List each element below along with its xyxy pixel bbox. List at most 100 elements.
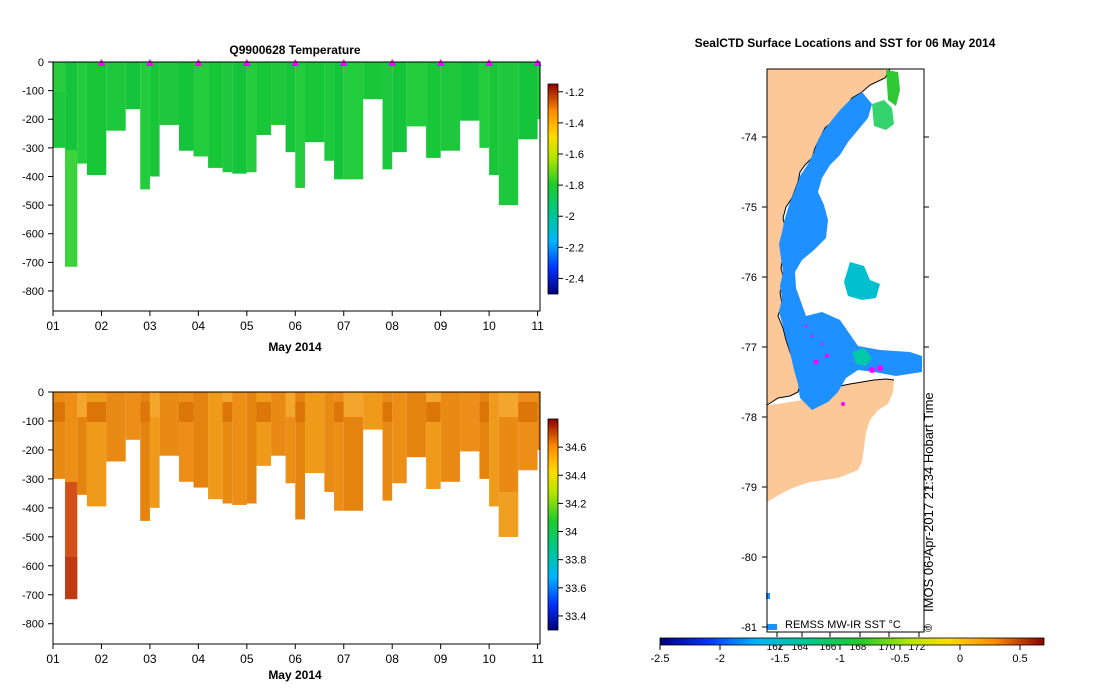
lat-tick-label: -80 [741, 552, 757, 564]
imos-credit: IMOS 06-Apr-2017 21:34 Hobart Time [921, 392, 936, 612]
profile-column [159, 62, 179, 125]
salinity-panel: 01 02 03 04 05 06 07 08 09 10 11 0 -100 -200 -300 -400… [22, 387, 586, 682]
x-tick-label: 04 [192, 319, 206, 333]
sst-colorbar-tick-label: -0.5 [891, 653, 910, 665]
y-tick-label: -300 [22, 143, 44, 155]
profile-column-segment [65, 557, 78, 600]
map-frame [766, 68, 925, 633]
profile-column-segment [343, 392, 364, 417]
sst-colorbar [659, 637, 1045, 646]
profile-column [246, 392, 257, 504]
seal-location-marker [804, 324, 808, 328]
lon-tick-label: 166° [820, 642, 841, 653]
seal-location-marker [869, 367, 875, 373]
sst-colorbar-tick-label: -2.5 [651, 653, 670, 665]
lat-tick-label: -78 [741, 412, 757, 424]
profile-column [518, 62, 538, 140]
x-tick-label: 01 [46, 319, 60, 333]
x-tick-label: 11 [531, 319, 544, 333]
x-tick-label: 03 [143, 652, 157, 666]
sst-colorbar-tick-label: 0.5 [1012, 653, 1027, 665]
x-tick-label: 10 [482, 319, 496, 333]
profile-column [392, 392, 407, 484]
temperature-x-label: May 2014 [268, 340, 322, 354]
profile-column [159, 392, 179, 456]
y-tick-label: -200 [22, 114, 44, 126]
profile-column-segment [498, 392, 519, 417]
sst-colorbar-tick-label: -1.5 [771, 653, 790, 665]
lon-tick-label: 164° [792, 642, 813, 653]
lat-tick-label: -79 [741, 482, 757, 494]
y-tick-label: -500 [22, 200, 44, 212]
salinity-y-ticks: 0 -100 -200 -300 -400 -500 -600 -700 -800 [22, 387, 53, 631]
profile-column-segment [140, 402, 150, 422]
y-tick-label: 0 [38, 387, 44, 399]
profile-column [222, 62, 233, 173]
profile-column [232, 62, 247, 174]
profile-column [140, 62, 150, 190]
lat-tick-label: -76 [741, 272, 757, 284]
salinity-colorbar [547, 418, 559, 631]
profile-column-segment [53, 62, 66, 92]
profile-column [256, 62, 272, 135]
seal-location-marker [810, 334, 814, 338]
salinity-cells [53, 392, 540, 600]
profile-column [479, 62, 490, 148]
colorbar-tick-label: 34.2 [565, 498, 586, 510]
colorbar-tick-label: -2.2 [565, 242, 584, 254]
profile-column [304, 62, 325, 143]
lon-tick-label: 168° [850, 642, 871, 653]
seal-location-marker [877, 365, 883, 371]
y-tick-label: -300 [22, 474, 44, 486]
x-tick-label: 08 [386, 319, 400, 333]
x-tick-label: 01 [46, 652, 60, 666]
y-tick-label: -400 [22, 171, 44, 183]
profile-column [149, 392, 160, 508]
profile-column [460, 62, 480, 121]
sst-patch-mid [844, 262, 880, 300]
sst-patch-south [767, 624, 777, 630]
profile-column-segment [295, 402, 305, 422]
profile-column-segment [53, 402, 66, 422]
profile-column [246, 62, 257, 173]
profile-column [343, 392, 364, 511]
seal-location-marker [813, 359, 819, 365]
colorbar-tick-label: -1.4 [565, 118, 584, 130]
profile-column [208, 62, 223, 168]
x-tick-label: 09 [434, 652, 448, 666]
profile-column [537, 62, 540, 120]
profile-column [324, 392, 335, 492]
y-tick-label: -400 [22, 503, 44, 515]
profile-column-segment [222, 402, 233, 422]
x-tick-label: 10 [482, 652, 496, 666]
profile-column [86, 62, 107, 176]
y-tick-label: -200 [22, 445, 44, 457]
salinity-plot-frame [52, 391, 541, 645]
x-tick-label: 03 [143, 319, 157, 333]
profile-column-segment [65, 150, 78, 267]
temperature-colorbar-ticks: -1.2 -1.4 -1.6 -1.8 -2 -2.2 -2.4 [558, 87, 584, 285]
map-land-west [767, 69, 890, 405]
profile-column [149, 62, 160, 177]
map-latitude-ticks: -74 -75 -76 -77 -78 -79 -80 -81 [741, 132, 929, 634]
x-tick-label: 02 [95, 652, 109, 666]
profile-column [295, 392, 305, 520]
lon-tick-label: 162° [767, 642, 788, 653]
profile-column [363, 62, 383, 100]
profile-column [426, 62, 441, 158]
profile-column-segment [285, 392, 296, 417]
y-tick-label: -700 [22, 257, 44, 269]
sst-patch-cyan [852, 348, 872, 366]
profile-column-segment [149, 392, 160, 417]
y-tick-label: -600 [22, 561, 44, 573]
sst-colorbar-tick-label: -1 [835, 653, 845, 665]
profile-column [343, 62, 364, 180]
temperature-y-ticks: 0 -100 -200 -300 -400 -500 -600 -700 -800 [22, 57, 53, 298]
profile-column [125, 62, 141, 110]
colorbar-tick-label: 34 [565, 527, 577, 539]
lat-tick-label: -74 [741, 132, 757, 144]
lon-tick-label: 170° [879, 642, 900, 653]
sst-colorbar-tick-label: -2 [715, 653, 725, 665]
profile-column-segment [178, 402, 194, 422]
profile-column-segment [518, 402, 538, 422]
